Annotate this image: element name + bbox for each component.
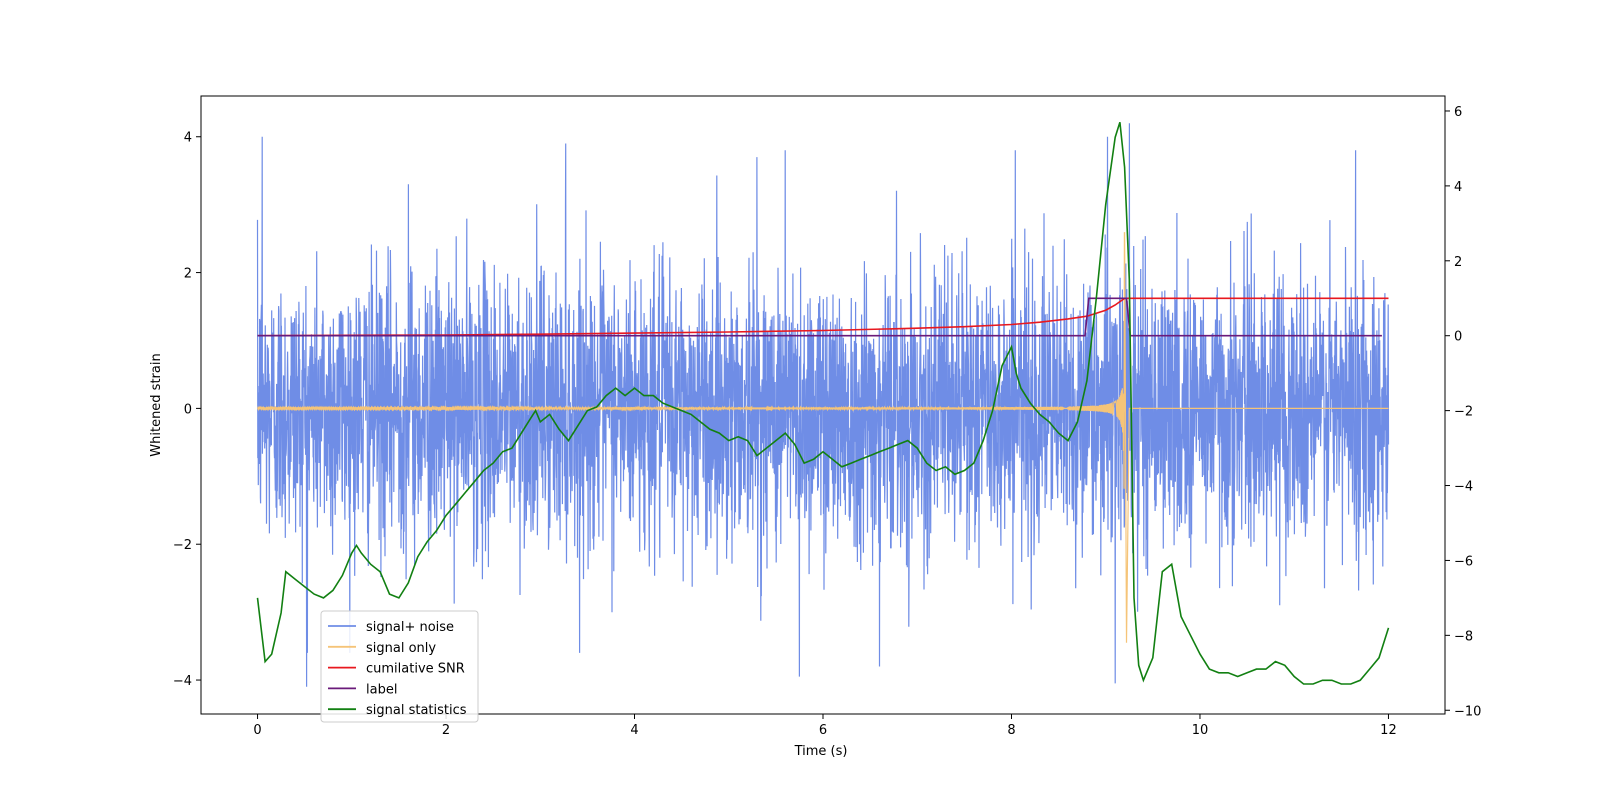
- x-tick-label: 4: [630, 723, 638, 738]
- x-tick-label: 2: [442, 723, 450, 738]
- y2-tick-label: −4: [1454, 480, 1473, 495]
- x-tick-label: 12: [1380, 723, 1397, 738]
- legend-label: label: [366, 682, 397, 697]
- series-layer: [256, 121, 1390, 687]
- y2-tick-label: −8: [1454, 629, 1473, 644]
- y-tick-label: 0: [184, 402, 192, 417]
- series-signal-statistics-line: [256, 121, 1390, 685]
- series-signal-only-line: [257, 232, 1389, 643]
- y2-tick-label: 0: [1454, 330, 1462, 345]
- legend-box: [320, 610, 479, 723]
- y-tick-label: 2: [184, 267, 192, 282]
- y-tick-label: 4: [184, 131, 192, 146]
- legend-label: signal statistics: [366, 703, 467, 718]
- y2-tick-label: −2: [1454, 405, 1473, 420]
- y-axis-right-ticks: −10 −8 −6 −4 −2 0 2 4 6: [1445, 105, 1481, 719]
- legend: signal+ noise signal only cumilative SNR la…: [320, 610, 479, 723]
- x-axis-label: Time (s): [794, 744, 848, 759]
- legend-label: signal only: [366, 641, 436, 656]
- x-tick-label: 6: [819, 723, 827, 738]
- legend-items: signal+ noise signal only cumilative SNR la…: [328, 620, 467, 718]
- y-axis-label: Whitened strain: [149, 353, 164, 456]
- series-cumulative-snr-line: [257, 297, 1389, 337]
- legend-label: cumilative SNR: [366, 662, 465, 677]
- series-label-line: [257, 297, 1382, 337]
- y-tick-label: −2: [173, 538, 192, 553]
- y-tick-label: −4: [173, 674, 192, 689]
- y2-tick-label: 4: [1454, 180, 1462, 195]
- y2-tick-label: −6: [1454, 554, 1473, 569]
- y2-tick-label: 6: [1454, 105, 1462, 120]
- legend-label: signal+ noise: [366, 620, 454, 635]
- x-tick-label: 0: [253, 723, 261, 738]
- y2-tick-label: 2: [1454, 255, 1462, 270]
- y2-tick-label: −10: [1454, 704, 1481, 719]
- y-axis-left-ticks: −4 −2 0 2 4: [173, 131, 201, 689]
- x-tick-label: 8: [1007, 723, 1015, 738]
- x-tick-label: 10: [1192, 723, 1209, 738]
